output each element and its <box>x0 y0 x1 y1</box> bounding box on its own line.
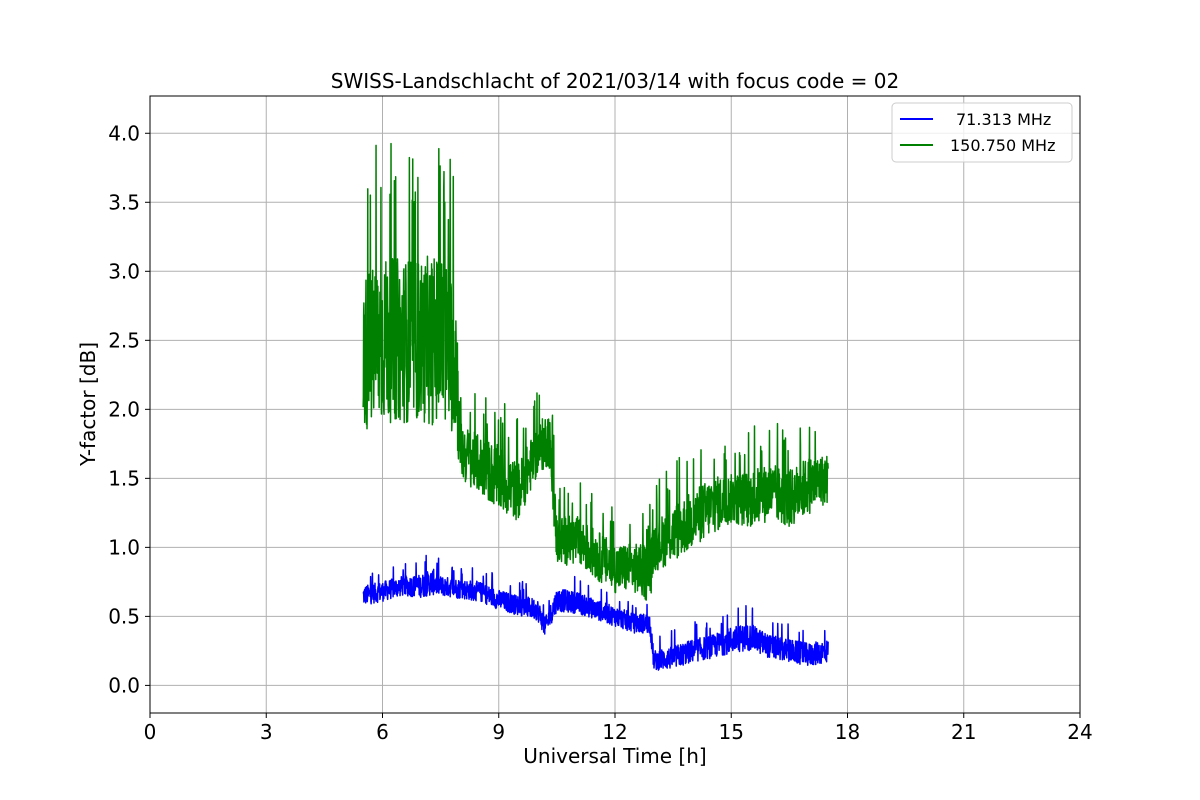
y-tick-label: 2.0 <box>108 397 140 421</box>
y-tick-label: 3.5 <box>108 190 140 214</box>
legend-box <box>891 102 1073 163</box>
series-line-2 <box>362 142 829 601</box>
legend-label-series-1: 71.313 MHz <box>956 110 1051 129</box>
y-axis-label: Y-factor [dB] <box>76 342 100 467</box>
x-tick-label: 12 <box>602 720 627 744</box>
legend: 71.313 MHz 150.750 MHz <box>891 102 1073 163</box>
x-axis-label: Universal Time [h] <box>523 744 706 768</box>
axis-ticks: 0 3 6 9 12 15 18 21 24 0.0 0.5 1.0 1.5 2.0 2.5 3.0 3.5 4.… <box>108 121 1093 744</box>
y-tick-label: 0.5 <box>108 604 140 628</box>
grid <box>149 96 1081 713</box>
y-tick-label: 1.5 <box>108 466 140 490</box>
chart-title: SWISS-Landschlacht of 2021/03/14 with fo… <box>331 69 899 93</box>
x-tick-label: 6 <box>376 720 389 744</box>
x-tick-label: 21 <box>951 720 976 744</box>
legend-label-series-2: 150.750 MHz <box>950 136 1055 155</box>
x-tick-label: 3 <box>260 720 273 744</box>
series-line-1 <box>362 554 829 671</box>
x-tick-label: 9 <box>492 720 505 744</box>
y-tick-label: 1.0 <box>108 535 140 559</box>
x-tick-label: 18 <box>835 720 860 744</box>
y-tick-label: 0.0 <box>108 673 140 697</box>
x-tick-label: 15 <box>719 720 744 744</box>
y-tick-label: 3.0 <box>108 259 140 283</box>
y-tick-label: 4.0 <box>108 121 140 145</box>
series-layer <box>362 142 829 671</box>
x-tick-label: 24 <box>1067 720 1092 744</box>
x-tick-label: 0 <box>144 720 157 744</box>
y-tick-label: 2.5 <box>108 328 140 352</box>
